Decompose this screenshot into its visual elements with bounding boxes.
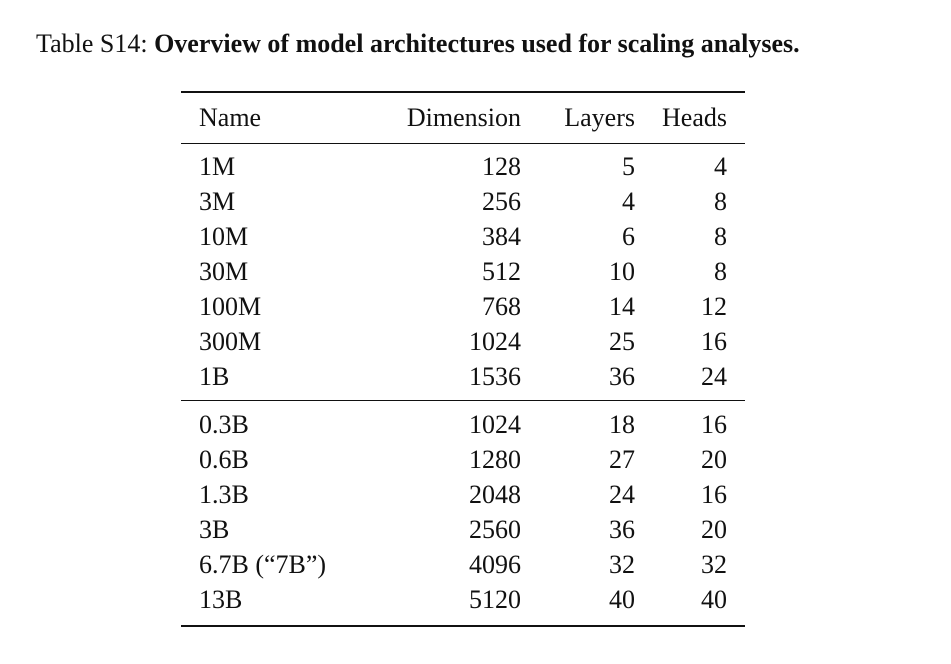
- cell-name: 300M: [199, 327, 262, 356]
- cell-layers: 10: [609, 257, 635, 286]
- cell-name: 0.3B: [199, 410, 249, 439]
- table-row: 0.3B 1024 18 16: [181, 401, 745, 443]
- cell-layers: 4: [622, 187, 635, 216]
- table-row: 300M 1024 25 16: [181, 324, 745, 359]
- cell-layers: 36: [609, 362, 635, 391]
- cell-heads: 8: [714, 187, 727, 216]
- cell-name: 1B: [199, 362, 230, 391]
- cell-name: 100M: [199, 292, 262, 321]
- table-row: 30M 512 10 8: [181, 254, 745, 289]
- table-row: 1M 128 5 4: [181, 144, 745, 185]
- table-row: 100M 768 14 12: [181, 289, 745, 324]
- cell-dimension: 256: [482, 187, 521, 216]
- table-caption: Table S14: Overview of model architectur…: [36, 28, 800, 60]
- cell-heads: 20: [701, 445, 727, 474]
- cell-heads: 40: [701, 585, 727, 614]
- cell-name: 3M: [199, 187, 236, 216]
- cell-dimension: 5120: [469, 585, 521, 614]
- cell-dimension: 1024: [469, 327, 521, 356]
- table-row: 3M 256 4 8: [181, 184, 745, 219]
- cell-heads: 16: [701, 410, 727, 439]
- cell-dimension: 2560: [469, 515, 521, 544]
- cell-name: 13B: [199, 585, 243, 614]
- cell-name: 0.6B: [199, 445, 249, 474]
- cell-dimension: 128: [482, 152, 521, 181]
- cell-heads: 24: [701, 362, 727, 391]
- cell-dimension: 1024: [469, 410, 521, 439]
- cell-dimension: 384: [482, 222, 521, 251]
- cell-heads: 16: [701, 327, 727, 356]
- caption-title: Overview of model architectures used for…: [154, 29, 800, 58]
- cell-layers: 14: [609, 292, 635, 321]
- cell-layers: 18: [609, 410, 635, 439]
- header-name: Name: [199, 103, 262, 132]
- table-row: 13B 5120 40 40: [181, 582, 745, 626]
- cell-name: 10M: [199, 222, 249, 251]
- cell-heads: 32: [701, 550, 727, 579]
- header-heads: Heads: [662, 103, 727, 132]
- table-row: 1B 1536 36 24: [181, 359, 745, 401]
- cell-layers: 25: [609, 327, 635, 356]
- architecture-table: Name Dimension Layers Heads 1M 128 5 4 3…: [181, 91, 745, 627]
- cell-heads: 20: [701, 515, 727, 544]
- cell-heads: 8: [714, 257, 727, 286]
- cell-dimension: 1536: [469, 362, 521, 391]
- cell-layers: 40: [609, 585, 635, 614]
- header-row: Name Dimension Layers Heads: [181, 92, 745, 144]
- cell-name: 3B: [199, 515, 230, 544]
- cell-heads: 12: [701, 292, 727, 321]
- header-layers: Layers: [564, 103, 635, 132]
- cell-heads: 16: [701, 480, 727, 509]
- cell-layers: 6: [622, 222, 635, 251]
- cell-layers: 24: [609, 480, 635, 509]
- caption-label: Table S14:: [36, 29, 148, 58]
- large-models-group: 0.3B 1024 18 16 0.6B 1280 27 20 1.3B 204…: [181, 401, 745, 626]
- table-row: 3B 2560 36 20: [181, 512, 745, 547]
- table-row: 0.6B 1280 27 20: [181, 442, 745, 477]
- cell-name: 30M: [199, 257, 249, 286]
- header-dimension: Dimension: [406, 103, 521, 132]
- table-header: Name Dimension Layers Heads: [181, 92, 745, 144]
- cell-layers: 36: [609, 515, 635, 544]
- cell-dimension: 4096: [469, 550, 521, 579]
- table-row: 6.7B (“7B”) 4096 32 32: [181, 547, 745, 582]
- cell-dimension: 2048: [469, 480, 521, 509]
- cell-heads: 4: [714, 152, 727, 181]
- cell-dimension: 1280: [469, 445, 521, 474]
- cell-layers: 5: [622, 152, 635, 181]
- cell-dimension: 512: [482, 257, 521, 286]
- table-row: 1.3B 2048 24 16: [181, 477, 745, 512]
- cell-name: 1M: [199, 152, 236, 181]
- small-models-group: 1M 128 5 4 3M 256 4 8 10M 384 6 8 30M 51…: [181, 144, 745, 401]
- cell-heads: 8: [714, 222, 727, 251]
- cell-layers: 27: [609, 445, 635, 474]
- table-row: 10M 384 6 8: [181, 219, 745, 254]
- cell-name: 6.7B (“7B”): [199, 550, 327, 579]
- cell-dimension: 768: [482, 292, 521, 321]
- cell-layers: 32: [609, 550, 635, 579]
- cell-name: 1.3B: [199, 480, 249, 509]
